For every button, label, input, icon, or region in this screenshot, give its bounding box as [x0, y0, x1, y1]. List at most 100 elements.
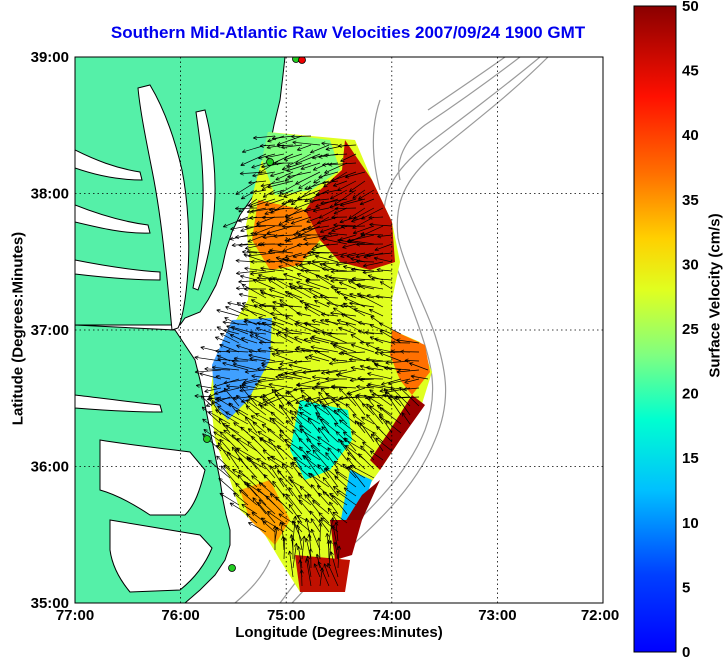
velocity-arrow — [241, 503, 258, 515]
colorbar — [633, 5, 677, 653]
velocity-arrow — [303, 338, 321, 344]
velocity-arrow — [342, 463, 357, 479]
velocity-arrow — [359, 198, 375, 206]
velocity-arrow — [273, 234, 294, 239]
velocity-arrow — [275, 496, 294, 515]
velocity-arrow — [325, 376, 348, 382]
velocity-arrow — [326, 301, 348, 308]
velocity-arrow — [266, 510, 285, 524]
velocity-arrow — [275, 256, 294, 263]
velocity-arrow — [304, 241, 321, 246]
velocity-arrow — [301, 394, 312, 407]
x-tick-label: 73:00 — [478, 607, 516, 624]
velocity-arrow — [290, 216, 312, 225]
velocity-arrow — [336, 318, 357, 326]
velocity-arrow — [322, 491, 339, 506]
velocity-arrow — [260, 180, 285, 188]
velocity-arrow — [274, 161, 294, 166]
velocity-arrow — [194, 369, 222, 374]
velocity-arrow — [226, 349, 249, 354]
colorbar-tick-label: 25 — [682, 321, 699, 338]
velocity-arrow — [324, 467, 339, 488]
velocity-arrow — [211, 365, 240, 371]
velocity-arrow — [303, 234, 330, 241]
velocity-arrow — [300, 389, 321, 407]
velocity-arrow — [298, 180, 312, 189]
colorbar-tick-label: 20 — [682, 386, 699, 403]
velocity-arrow — [271, 135, 294, 141]
velocity-arrow — [217, 357, 240, 362]
velocity-arrow — [375, 347, 393, 353]
velocity-arrow — [327, 447, 339, 461]
velocity-arrow — [292, 140, 321, 146]
velocity-arrow — [238, 457, 258, 479]
velocity-arrow — [396, 369, 420, 374]
velocity-arrow — [349, 301, 375, 308]
velocity-arrow — [336, 403, 348, 416]
velocity-arrow — [304, 355, 321, 362]
velocity-arrow — [268, 438, 285, 461]
velocity-arrow — [298, 446, 312, 461]
velocity-arrow — [272, 316, 294, 326]
velocity-arrow — [329, 551, 339, 578]
velocity-arrow — [271, 352, 294, 362]
velocity-arrow — [231, 359, 249, 364]
velocity-arrow — [289, 409, 303, 425]
velocity-arrow — [296, 524, 303, 551]
x-tick-label: 75:00 — [267, 607, 305, 624]
velocity-arrow — [286, 493, 303, 515]
velocity-arrow — [335, 261, 357, 267]
velocity-arrow — [361, 416, 375, 425]
velocity-arrow — [246, 249, 267, 254]
velocity-arrow — [259, 437, 285, 452]
velocity-arrow — [344, 171, 366, 179]
velocity-arrow — [396, 338, 420, 344]
pamlico-sound — [75, 394, 213, 593]
velocity-arrow — [302, 252, 321, 259]
velocity-arrow — [384, 366, 411, 371]
velocity-arrow — [285, 207, 303, 219]
x-tick-label: 77:00 — [56, 607, 94, 624]
velocity-arrow — [320, 369, 339, 375]
velocity-arrow — [277, 373, 303, 380]
velocity-arrow — [250, 231, 276, 236]
velocity-arrow — [333, 189, 357, 206]
velocity-arrow — [331, 357, 348, 362]
velocity-arrow — [256, 367, 285, 372]
velocity-arrow — [369, 222, 393, 227]
velocity-arrow — [284, 258, 312, 263]
velocity-arrow — [374, 350, 402, 355]
velocity-arrow — [332, 485, 348, 497]
velocity-arrow — [303, 455, 321, 479]
velocity-arrow — [222, 216, 249, 228]
velocity-arrow — [274, 526, 279, 542]
velocity-arrow — [257, 501, 276, 524]
velocity-arrow — [245, 225, 267, 230]
velocity-arrow — [345, 322, 366, 335]
velocity-arrow — [339, 216, 357, 224]
y-tick-label: 37:00 — [31, 322, 69, 339]
x-axis-label: Longitude (Degrees:Minutes) — [235, 624, 443, 641]
velocity-arrow — [333, 343, 357, 353]
velocity-arrow — [249, 198, 276, 209]
velocity-arrow — [291, 416, 312, 434]
velocity-arrow — [349, 464, 375, 479]
velocity-arrow — [223, 378, 249, 385]
x-tick-label: 74:00 — [373, 607, 411, 624]
velocity-arrow — [267, 135, 285, 143]
colorbar-tick-label: 5 — [682, 579, 690, 596]
velocity-arrow — [296, 144, 312, 151]
velocity-arrow — [269, 248, 294, 254]
velocity-arrow — [379, 407, 402, 425]
velocity-arrow — [276, 143, 294, 148]
velocity-arrow — [234, 449, 249, 461]
velocity-arrow — [292, 543, 299, 569]
velocity-arrow — [245, 405, 258, 416]
velocity-arrow — [366, 293, 384, 299]
velocity-arrow — [410, 374, 429, 380]
velocity-arrow — [404, 358, 420, 363]
velocity-arrow — [333, 422, 348, 434]
station-markers — [203, 57, 306, 572]
velocity-arrow — [244, 266, 267, 272]
velocity-arrow — [307, 472, 330, 488]
